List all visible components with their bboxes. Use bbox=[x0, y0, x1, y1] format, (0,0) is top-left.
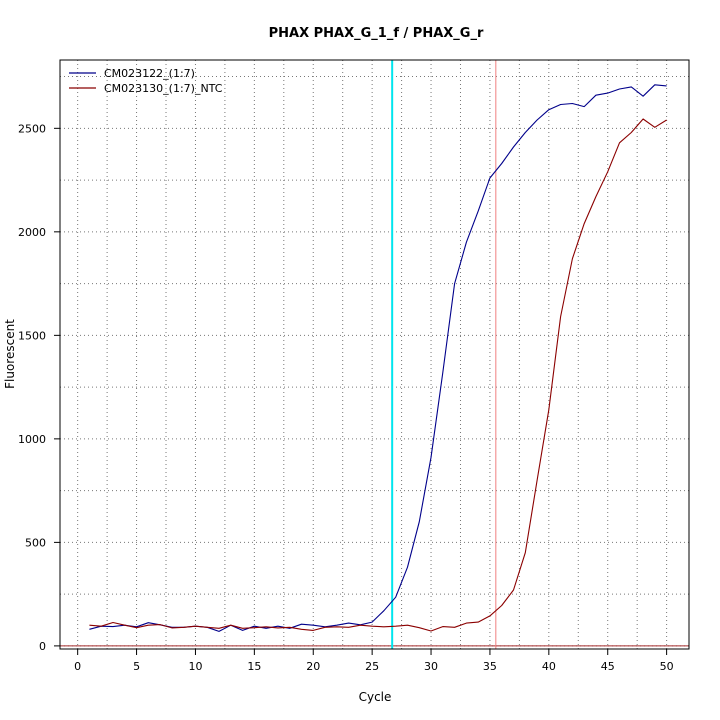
x-tick-label: 50 bbox=[660, 660, 674, 673]
y-tick-label: 500 bbox=[25, 536, 46, 549]
x-tick-label: 40 bbox=[542, 660, 556, 673]
x-tick-label: 20 bbox=[306, 660, 320, 673]
y-tick-label: 1000 bbox=[18, 433, 46, 446]
x-tick-label: 30 bbox=[424, 660, 438, 673]
y-axis: 0 500 1000 1500 2000 2500 bbox=[18, 122, 60, 653]
x-axis: 0 5 10 15 20 25 30 35 40 45 50 bbox=[74, 649, 674, 673]
legend: CM023122_(1:7) CM023130_(1:7)_NTC bbox=[69, 67, 223, 95]
legend-label: CM023122_(1:7) bbox=[104, 67, 195, 80]
x-axis-label: Cycle bbox=[359, 690, 392, 704]
plot-frame bbox=[59, 59, 690, 650]
grid-lines bbox=[60, 60, 689, 649]
x-tick-label: 0 bbox=[74, 660, 81, 673]
y-tick-label: 2000 bbox=[18, 226, 46, 239]
y-tick-label: 1500 bbox=[18, 329, 46, 342]
cycle-markers bbox=[60, 60, 689, 649]
x-tick-label: 35 bbox=[483, 660, 497, 673]
series-lines bbox=[89, 84, 667, 632]
y-tick-label: 2500 bbox=[18, 122, 46, 135]
y-tick-label: 0 bbox=[39, 640, 46, 653]
y-axis-label: Fluorescent bbox=[3, 319, 17, 389]
legend-label: CM023130_(1:7)_NTC bbox=[104, 82, 223, 95]
x-tick-label: 25 bbox=[365, 660, 379, 673]
series-line bbox=[89, 84, 667, 632]
x-tick-label: 15 bbox=[247, 660, 261, 673]
series-line bbox=[89, 118, 667, 632]
x-tick-label: 45 bbox=[601, 660, 615, 673]
x-tick-label: 10 bbox=[188, 660, 202, 673]
chart-title: PHAX PHAX_G_1_f / PHAX_G_r bbox=[269, 26, 484, 41]
x-tick-label: 5 bbox=[133, 660, 140, 673]
